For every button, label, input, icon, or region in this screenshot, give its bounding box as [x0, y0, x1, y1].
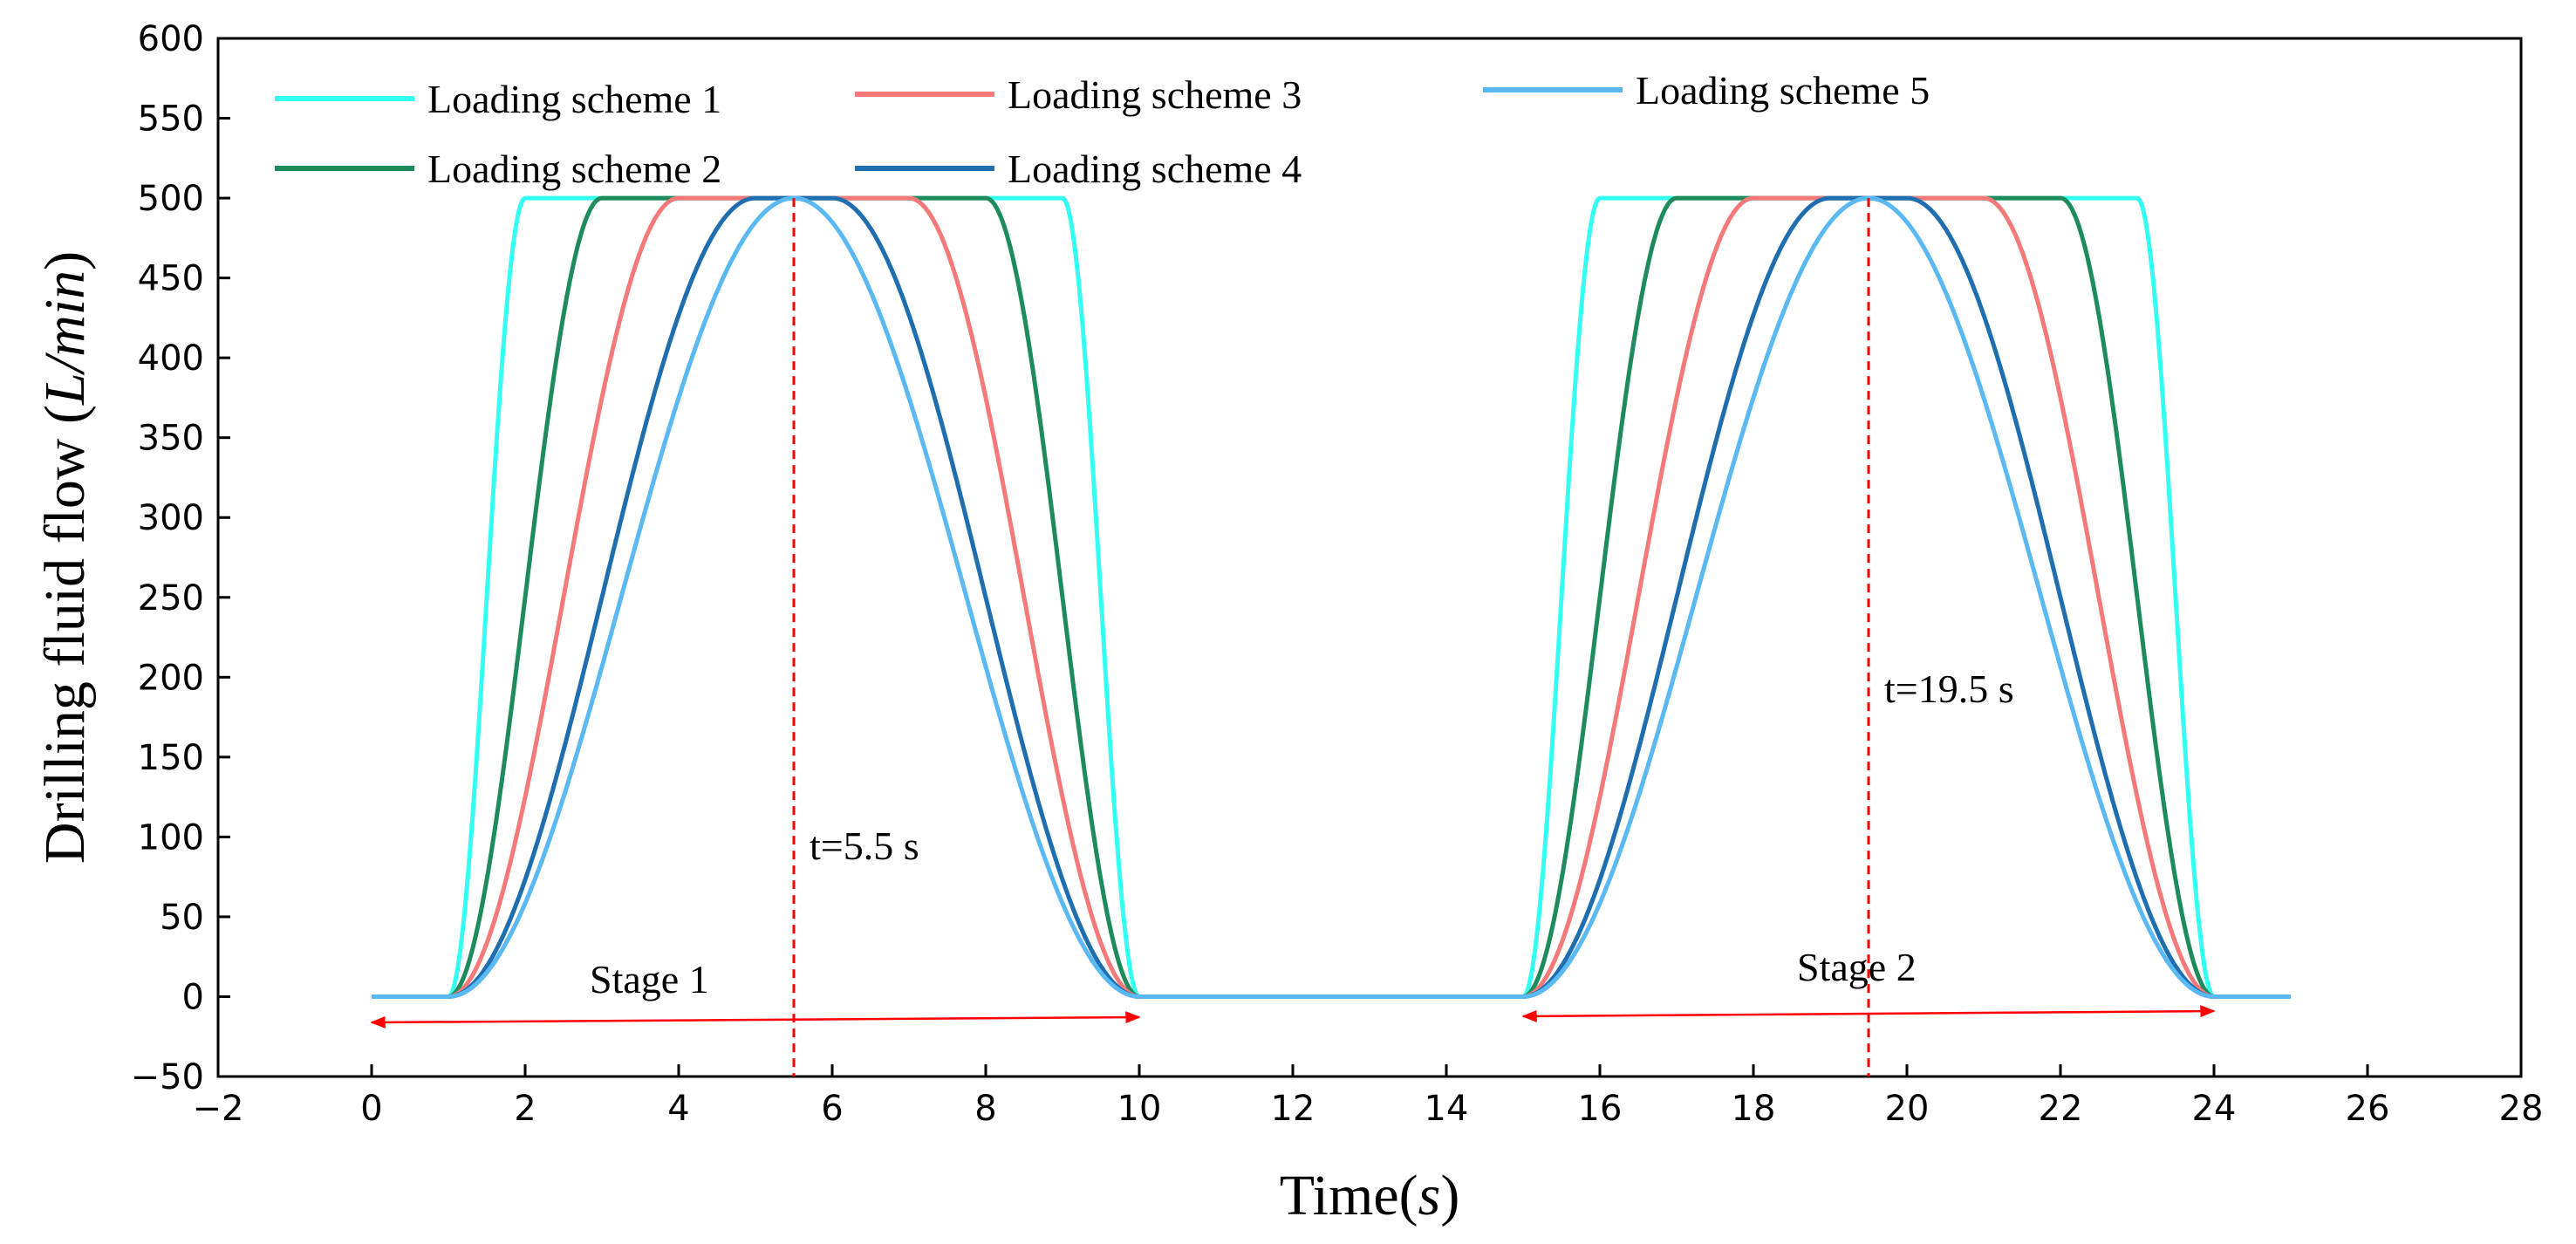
series-line	[371, 195, 2292, 999]
y-tick-label: 250	[138, 578, 204, 619]
legend-label: Loading scheme 1	[427, 77, 721, 121]
x-tick-label: 4	[667, 1089, 689, 1129]
x-tick-label: 0	[360, 1089, 382, 1129]
series-layer	[371, 195, 2292, 999]
x-axis-ticks: −2 0 2 4 6 8 10 12 14 16 18 20 22 24 26 28	[193, 1064, 2544, 1129]
x-tick-label: 26	[2346, 1089, 2390, 1129]
y-tick-label: 500	[138, 179, 204, 219]
peak-time-label: t=19.5 s	[1884, 666, 2014, 711]
y-tick-label: 550	[138, 99, 204, 140]
x-tick-label: 24	[2192, 1089, 2237, 1129]
x-tick-label: 8	[974, 1089, 996, 1129]
x-tick-label: 28	[2499, 1089, 2544, 1129]
stage-arrow	[370, 1011, 1141, 1029]
x-axis-title-prefix: Time(	[1280, 1164, 1418, 1227]
y-axis-title-unit: L/min	[33, 270, 97, 406]
y-tick-label: 200	[138, 658, 204, 698]
y-tick-label: 0	[182, 977, 204, 1017]
x-tick-label: 20	[1885, 1089, 1930, 1129]
y-tick-label: 450	[138, 259, 204, 299]
legend-label: Loading scheme 4	[1008, 147, 1302, 191]
series-line	[371, 195, 2292, 999]
x-axis-title-unit: s	[1418, 1164, 1441, 1227]
x-tick-label: 22	[2039, 1089, 2083, 1129]
y-tick-label: 100	[138, 817, 204, 858]
legend: Loading scheme 1 Loading scheme 2 Loading …	[275, 68, 1930, 191]
y-axis-ticks: −50 0 50 100 150 200 250 300 350 400 450 500 550 600	[131, 19, 230, 1097]
series-line	[371, 195, 2292, 999]
series-line	[371, 195, 2292, 999]
y-axis-title-prefix: Drilling fluid flow (	[33, 405, 97, 864]
legend-label: Loading scheme 5	[1636, 68, 1930, 113]
stage-arrow	[1521, 1005, 2216, 1022]
x-axis-title-suffix: )	[1440, 1164, 1459, 1227]
x-tick-label: 6	[821, 1089, 843, 1129]
y-tick-label: −50	[131, 1057, 204, 1097]
x-tick-label: 16	[1578, 1089, 1623, 1129]
y-tick-label: 150	[138, 738, 204, 778]
x-tick-label: 12	[1271, 1089, 1315, 1129]
y-tick-label: 600	[138, 19, 204, 59]
legend-label: Loading scheme 3	[1008, 72, 1302, 117]
x-tick-label: 18	[1732, 1089, 1776, 1129]
plot-frame	[216, 37, 2523, 1078]
y-tick-label: 400	[138, 338, 204, 379]
y-tick-label: 300	[138, 498, 204, 538]
x-tick-label: 14	[1425, 1089, 1469, 1129]
y-tick-label: 50	[160, 898, 204, 938]
legend-label: Loading scheme 2	[427, 147, 721, 191]
annotation-layer: Stage 1 t=5.5 s Stage 2 t=19.5 s	[370, 198, 2216, 1077]
stage-label: Stage 2	[1797, 945, 1917, 989]
x-axis-title: Time(s)	[1280, 1164, 1460, 1227]
x-tick-label: 2	[514, 1089, 536, 1129]
y-tick-label: 350	[138, 419, 204, 459]
y-axis-title-suffix: )	[33, 251, 97, 270]
x-tick-label: −2	[193, 1089, 244, 1129]
x-tick-label: 10	[1117, 1089, 1162, 1129]
stage-label: Stage 1	[590, 957, 709, 1001]
y-axis-title: Drilling fluid flow (L/min)	[33, 251, 97, 864]
series-line	[371, 195, 2292, 999]
peak-time-label: t=5.5 s	[810, 824, 919, 868]
